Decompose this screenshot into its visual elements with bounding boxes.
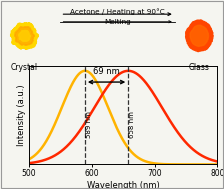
Polygon shape (19, 30, 30, 42)
Text: Glass: Glass (189, 63, 210, 72)
Text: Melting: Melting (104, 19, 131, 25)
Text: 658 nm: 658 nm (129, 111, 136, 138)
Text: 69 nm: 69 nm (93, 67, 120, 76)
Polygon shape (11, 22, 38, 50)
Polygon shape (15, 26, 34, 46)
Polygon shape (186, 20, 213, 52)
Text: 589 nm: 589 nm (86, 111, 92, 138)
Text: Crystal: Crystal (11, 63, 38, 72)
X-axis label: Wavelength (nm): Wavelength (nm) (87, 181, 159, 189)
Y-axis label: Intensity (a.u.): Intensity (a.u.) (17, 84, 26, 146)
Polygon shape (190, 25, 209, 46)
Text: Acetone / Heating at 90°C: Acetone / Heating at 90°C (70, 9, 165, 15)
